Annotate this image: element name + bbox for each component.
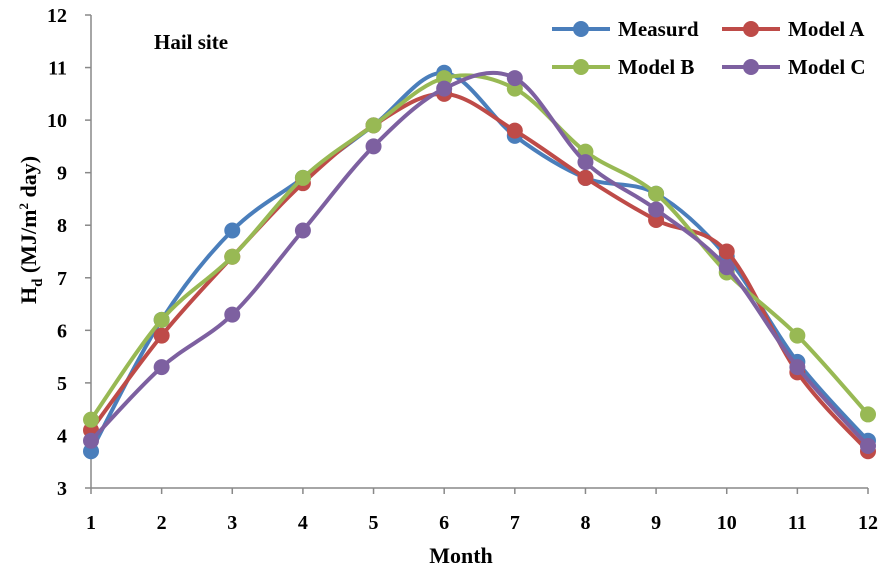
legend-item-model-c: Model C (722, 55, 866, 79)
y-tick-label: 10 (47, 110, 67, 132)
x-tick-label: 6 (439, 512, 449, 534)
data-point-model-c (860, 437, 876, 454)
data-point-model-a (718, 243, 735, 260)
legend-marker (573, 59, 589, 75)
legend: Measurd Model A Model B Model C (552, 17, 866, 79)
legend-marker (743, 59, 759, 75)
data-point-model-c (83, 432, 99, 449)
y-tick-label: 3 (57, 478, 67, 500)
legend-label: Measurd (618, 17, 699, 41)
data-point-model-b (83, 411, 99, 428)
x-tick-label: 5 (369, 512, 379, 534)
y-axis-title-main: H (16, 287, 41, 304)
x-tick-label: 11 (788, 512, 807, 534)
data-point-model-c (718, 259, 735, 276)
data-point-model-c (365, 138, 382, 155)
data-point-measurd (224, 222, 241, 239)
site-annotation: Hail site (154, 30, 228, 54)
data-point-model-c (577, 154, 594, 171)
x-tick-label: 4 (298, 512, 308, 534)
legend-marker (743, 21, 759, 37)
y-tick-label: 8 (57, 215, 67, 237)
data-point-model-b (294, 169, 311, 186)
x-tick-label: 8 (580, 512, 590, 534)
y-tick-label: 5 (57, 373, 67, 395)
legend-item-model-b: Model B (552, 55, 694, 79)
y-tick-label: 9 (57, 163, 67, 185)
series-model-a (83, 85, 876, 460)
y-axis-title-sup: 2 (16, 203, 31, 210)
x-tick-label: 10 (717, 512, 737, 534)
y-axis-title-end: day) (16, 156, 41, 203)
x-axis-title: Month (429, 543, 493, 568)
data-point-model-c (224, 306, 241, 323)
legend-item-measurd: Measurd (552, 17, 699, 41)
y-axis-title: Hd (MJ/m2 day) (16, 156, 46, 304)
data-point-model-c (648, 201, 665, 218)
data-point-model-c (153, 359, 170, 376)
y-tick-label: 11 (48, 58, 67, 80)
data-point-model-b (648, 185, 665, 202)
data-point-model-a (506, 122, 523, 139)
x-tick-label: 12 (858, 512, 878, 534)
legend-item-model-a: Model A (722, 17, 865, 41)
x-tick-label: 7 (510, 512, 520, 534)
data-point-model-c (294, 222, 311, 239)
series-line-model-b (89, 73, 870, 421)
y-axis-title-rest: (MJ/m (16, 210, 41, 279)
series-line-model-c (89, 70, 870, 448)
data-point-model-a (153, 327, 170, 344)
y-tick-label: 6 (57, 320, 67, 342)
series-layer (83, 64, 876, 460)
x-tick-label: 3 (227, 512, 237, 534)
svg-text:Hd (MJ/m2 day): Hd (MJ/m2 day) (16, 156, 46, 304)
y-axis-title-sub: d (30, 278, 46, 287)
data-point-model-b (789, 327, 806, 344)
series-line-measurd (89, 70, 870, 453)
data-point-model-b (224, 248, 241, 265)
data-point-model-c (789, 359, 806, 376)
legend-label: Model A (788, 17, 865, 41)
data-point-model-a (577, 169, 594, 186)
y-tick-label: 12 (47, 5, 67, 27)
series-measurd (83, 64, 876, 460)
data-point-model-c (436, 80, 453, 97)
y-tick-label: 4 (57, 425, 67, 447)
x-tick-label: 1 (86, 512, 96, 534)
x-tick-label: 2 (157, 512, 167, 534)
data-point-model-b (860, 406, 876, 423)
data-point-model-b (153, 311, 170, 328)
series-line-model-a (89, 91, 870, 453)
series-model-b (83, 70, 876, 428)
legend-marker (573, 21, 589, 37)
legend-label: Model C (788, 55, 866, 79)
x-tick-label: 9 (651, 512, 661, 534)
y-tick-label: 7 (57, 268, 67, 290)
series-model-c (83, 70, 876, 454)
data-point-model-c (506, 70, 523, 87)
data-point-model-b (365, 117, 382, 134)
legend-label: Model B (618, 55, 694, 79)
